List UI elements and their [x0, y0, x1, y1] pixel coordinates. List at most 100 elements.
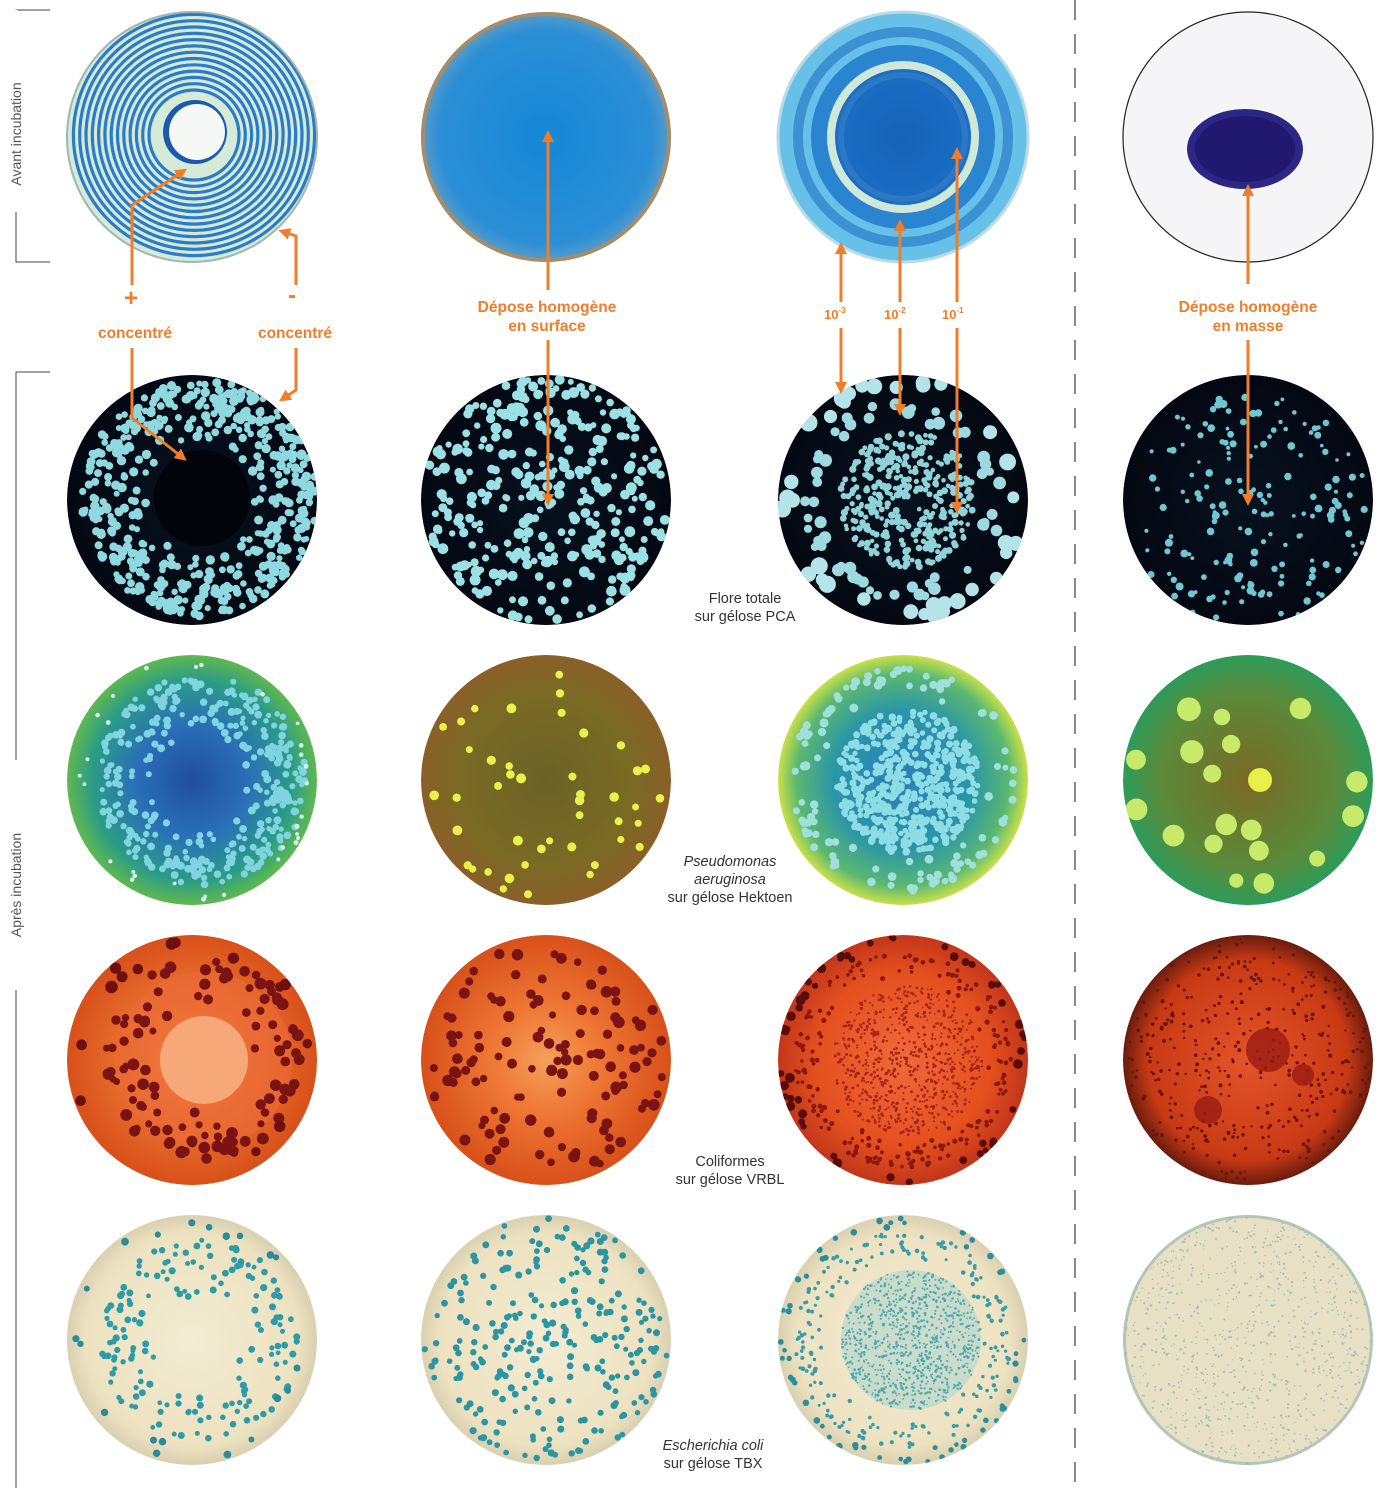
colony [1218, 501, 1227, 509]
colony [1001, 1072, 1007, 1078]
colony [853, 788, 862, 796]
colony [273, 1361, 280, 1367]
colony [472, 1411, 479, 1417]
colony [934, 1399, 938, 1403]
colony [186, 381, 195, 390]
colony [912, 531, 919, 538]
colony [549, 1319, 557, 1327]
colony [935, 1126, 938, 1129]
colony [209, 393, 219, 404]
colony [206, 831, 213, 838]
colony [1346, 1083, 1350, 1086]
colony [956, 1040, 959, 1043]
colony [1009, 1106, 1017, 1113]
colony [120, 1359, 126, 1365]
colony [887, 881, 895, 889]
colony [898, 1119, 902, 1123]
colony [946, 1365, 949, 1368]
colony [927, 1071, 931, 1075]
colony [842, 1032, 845, 1034]
colony [111, 439, 119, 447]
colony [988, 1009, 993, 1015]
colony [803, 818, 812, 827]
colony [905, 1151, 911, 1157]
colony [438, 462, 450, 474]
colony [965, 742, 973, 749]
colony [971, 1349, 974, 1352]
colony [1241, 1133, 1245, 1137]
colony [938, 731, 945, 739]
colony [969, 786, 975, 793]
colony [545, 1215, 552, 1222]
colony [812, 477, 823, 487]
colony [949, 761, 956, 767]
colony [882, 1000, 885, 1003]
colony [146, 1293, 151, 1299]
colony [264, 789, 270, 795]
colony [434, 1312, 440, 1319]
colony [136, 1263, 142, 1269]
colony [494, 1375, 501, 1381]
colony [276, 998, 289, 1011]
colony [1326, 1049, 1330, 1052]
colony [1202, 1172, 1205, 1175]
colony [469, 966, 479, 976]
colony [952, 1090, 955, 1093]
colony [940, 1091, 943, 1093]
colony [902, 1122, 905, 1125]
colony [905, 1008, 908, 1011]
colony [227, 707, 236, 716]
colony [842, 1025, 845, 1028]
colony [869, 529, 876, 536]
colony [941, 749, 948, 756]
colony [904, 1332, 907, 1335]
colony [915, 1112, 919, 1115]
colony [863, 1090, 867, 1093]
colony [941, 487, 949, 495]
colony [951, 1060, 954, 1064]
colony [566, 1373, 574, 1381]
colony [889, 816, 896, 823]
colony [1238, 526, 1243, 531]
colony [958, 786, 965, 794]
colony [638, 492, 647, 502]
colony [631, 433, 640, 442]
colony [977, 1338, 981, 1342]
colony [567, 550, 578, 562]
colony [229, 1420, 237, 1428]
colony [960, 534, 967, 541]
colony [117, 1292, 125, 1300]
colony [553, 1056, 562, 1066]
colony [936, 1043, 938, 1046]
colony [956, 1110, 959, 1113]
colony [863, 471, 871, 479]
colony [614, 1434, 621, 1441]
colony [431, 1357, 439, 1365]
colony [303, 523, 311, 531]
colony [939, 1146, 945, 1152]
colony [111, 779, 120, 787]
colony [1194, 490, 1201, 497]
colony [957, 481, 964, 488]
colony [98, 553, 107, 562]
colony [872, 1030, 877, 1034]
colony [907, 819, 915, 827]
colony [904, 1086, 907, 1089]
colony [922, 1296, 925, 1299]
colony [189, 415, 197, 423]
colony [865, 796, 873, 804]
colony [243, 702, 250, 709]
colony [1175, 1072, 1180, 1076]
colony [807, 1009, 812, 1014]
colony [916, 1000, 919, 1003]
colony [105, 818, 111, 824]
colony [537, 1368, 544, 1375]
colony [1225, 408, 1232, 414]
colony [1156, 1061, 1160, 1064]
colony [113, 1078, 121, 1085]
colony [1322, 419, 1330, 427]
colony [938, 512, 946, 520]
colony [982, 1147, 989, 1154]
colony [499, 885, 507, 893]
colony [594, 1231, 601, 1238]
